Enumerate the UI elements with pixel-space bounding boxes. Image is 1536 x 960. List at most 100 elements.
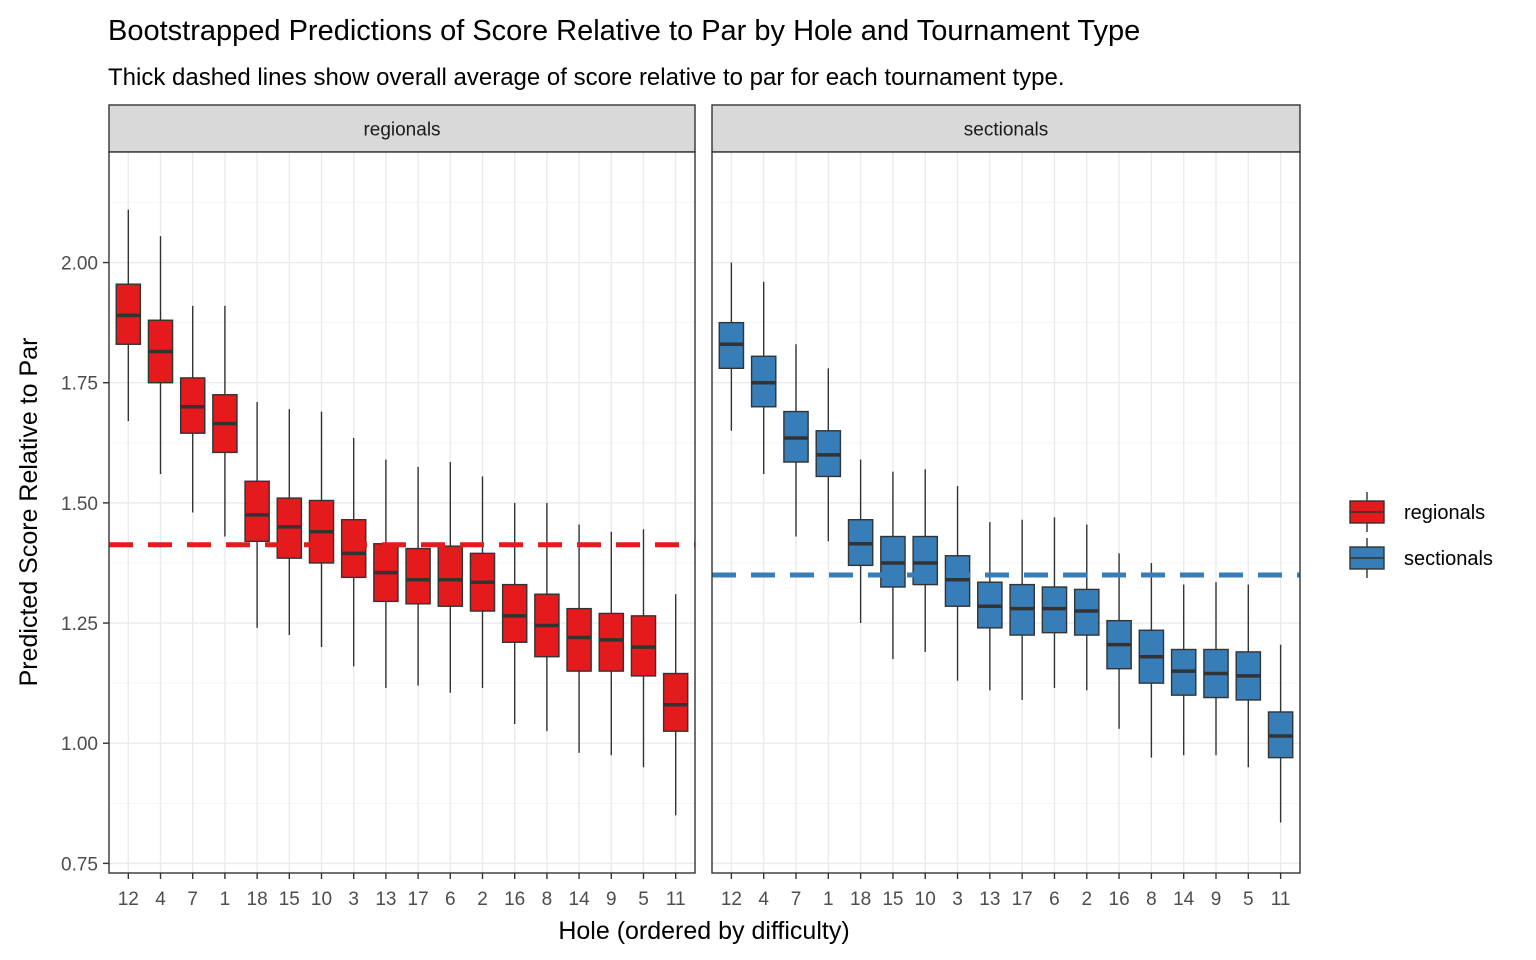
box-hole-2: [469, 476, 496, 688]
facet-strip-label: regionals: [363, 120, 440, 141]
box-hole-18: [244, 401, 270, 628]
box-hole-13: [373, 459, 399, 688]
box-hole-8: [534, 502, 560, 732]
x-tick-label: 2: [1081, 889, 1092, 910]
x-tick-label: 15: [882, 889, 903, 910]
facet-regionals: regionals 12 4 7 1 18 15 10 3 13 17 6 2 16 8 14 9 5 11: [108, 104, 696, 910]
x-tick-label: 15: [279, 889, 300, 910]
x-tick-label: 12: [721, 889, 742, 910]
x-tick-label: 16: [1109, 889, 1130, 910]
box-hole-18: [847, 459, 874, 624]
y-tick-label: 1.25: [61, 614, 98, 635]
box-hole-7: [179, 305, 206, 513]
panel-background: [109, 152, 695, 873]
box-hole-1: [815, 368, 842, 542]
box-hole-3: [944, 486, 971, 681]
y-tick-label: 1.50: [61, 494, 98, 515]
y-tick-label: 1.00: [61, 734, 98, 755]
x-axis-title: Hole (ordered by difficulty): [558, 917, 849, 945]
x-tick-label: 17: [408, 889, 429, 910]
x-axis: 12 4 7 1 18 15 10 3 13 17 6 2 16 8 14 9 5 11: [118, 873, 686, 910]
y-tick-label: 0.75: [61, 854, 98, 875]
y-axis-title: Predicted Score Relative to Par: [15, 338, 43, 687]
box-hole-14: [1170, 584, 1197, 756]
x-tick-label: 4: [758, 889, 769, 910]
box-hole-1: [212, 305, 238, 537]
box-hole-6: [1041, 517, 1068, 688]
box-iqr: [598, 612, 625, 672]
x-tick-label: 11: [1271, 889, 1291, 910]
box-hole-10: [308, 411, 335, 648]
box-hole-4: [147, 236, 174, 475]
x-tick-label: 18: [247, 889, 268, 910]
box-hole-17: [405, 466, 431, 686]
box-iqr: [437, 545, 464, 607]
box-hole-16: [1106, 553, 1132, 729]
box-iqr: [566, 607, 592, 672]
box-hole-11: [662, 594, 689, 816]
box-hole-3: [340, 437, 367, 667]
box-hole-7: [783, 344, 809, 537]
x-tick-label: 10: [915, 889, 936, 910]
x-tick-label: 10: [311, 889, 332, 910]
box-hole-12: [115, 209, 142, 422]
x-tick-label: 16: [504, 889, 525, 910]
box-hole-14: [566, 524, 592, 753]
x-tick-label: 7: [187, 889, 198, 910]
x-tick-label: 8: [542, 889, 553, 910]
box-hole-9: [598, 531, 625, 756]
box-hole-16: [501, 502, 528, 724]
box-hole-5: [1235, 584, 1262, 768]
y-axis: 0.75 1.00 1.25 1.50 1.75 2.00: [61, 254, 109, 875]
box-hole-9: [1203, 582, 1229, 756]
x-tick-label: 13: [979, 889, 1000, 910]
box-hole-6: [437, 462, 464, 693]
x-tick-label: 8: [1146, 889, 1157, 910]
box-iqr: [501, 583, 528, 643]
box-iqr: [244, 480, 270, 543]
legend: regionals sectionals: [1349, 492, 1493, 578]
box-hole-12: [718, 262, 745, 431]
panel-border: [108, 151, 696, 874]
x-tick-label: 3: [952, 889, 963, 910]
x-tick-label: 1: [220, 889, 231, 910]
x-tick-label: 14: [569, 889, 591, 910]
x-tick-label: 9: [1211, 889, 1222, 910]
x-tick-label: 1: [823, 889, 834, 910]
box-hole-4: [750, 281, 777, 475]
x-tick-label: 17: [1012, 889, 1033, 910]
x-tick-label: 4: [155, 889, 166, 910]
facet-strip: [108, 104, 696, 153]
box-hole-2: [1073, 524, 1100, 691]
x-tick-label: 18: [850, 889, 871, 910]
panel-background: [712, 152, 1300, 873]
legend-item-regionals: regionals: [1349, 492, 1485, 532]
x-tick-label: 5: [1243, 889, 1254, 910]
x-tick-label: 3: [348, 889, 359, 910]
x-tick-label: 9: [606, 889, 617, 910]
legend-item-sectionals: sectionals: [1349, 538, 1493, 578]
x-tick-label: 12: [118, 889, 139, 910]
chart-title: Bootstrapped Predictions of Score Relati…: [108, 15, 1140, 47]
x-tick-label: 7: [791, 889, 802, 910]
x-tick-label: 6: [445, 889, 456, 910]
box-iqr: [340, 519, 367, 579]
chart-subtitle: Thick dashed lines show overall average …: [108, 64, 1065, 91]
box-hole-11: [1267, 644, 1294, 823]
box-hole-8: [1138, 562, 1165, 758]
box-hole-10: [912, 469, 939, 652]
box-hole-15: [276, 409, 303, 636]
facet-strip-label: sectionals: [964, 120, 1049, 141]
box-hole-15: [880, 471, 906, 660]
box-hole-5: [630, 529, 657, 768]
box-hole-17: [1009, 519, 1035, 700]
y-tick-label: 1.75: [61, 374, 98, 395]
x-tick-label: 13: [375, 889, 396, 910]
x-tick-label: 14: [1173, 889, 1195, 910]
box-iqr: [662, 672, 689, 732]
x-axis: 12 4 7 1 18 15 10 3 13 17 6 2 16 8 14 9 5 11: [721, 873, 1291, 910]
y-tick-label: 2.00: [61, 254, 98, 275]
